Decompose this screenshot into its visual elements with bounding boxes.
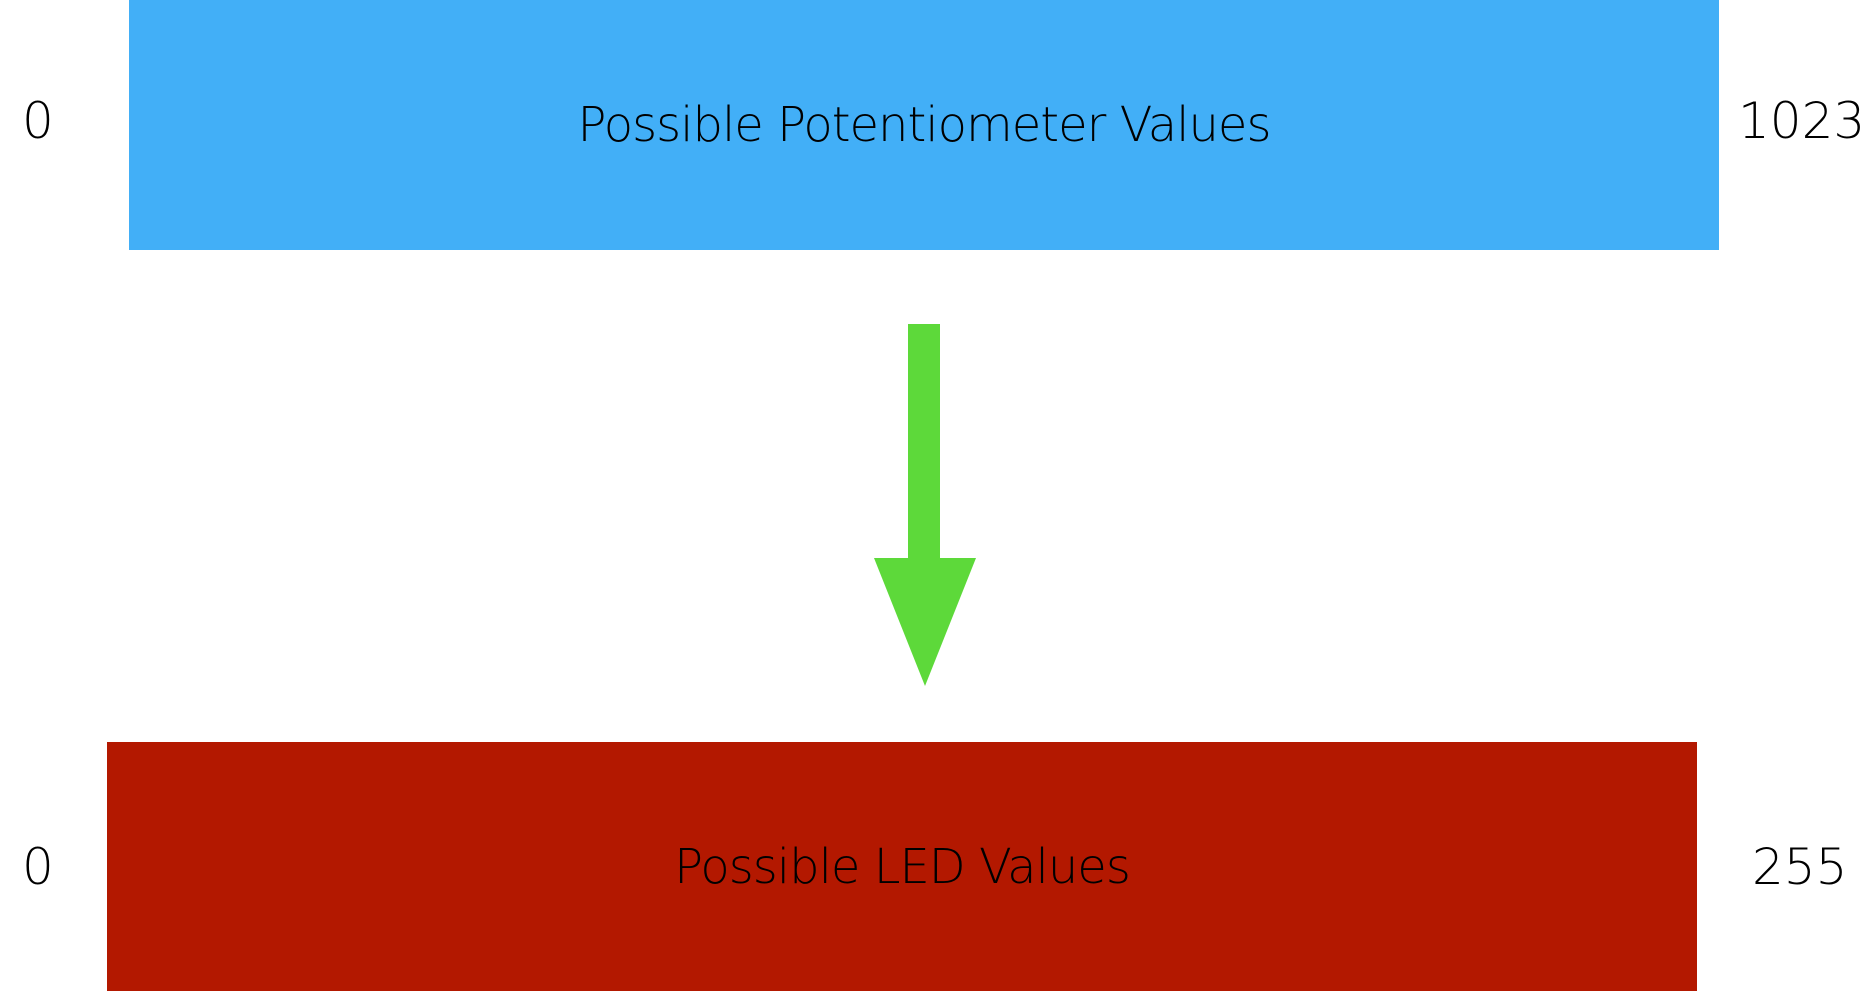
down-arrow-icon [874,324,976,686]
potentiometer-range-label: Possible Potentiometer Values [577,97,1272,153]
led-range-label: Possible LED Values [674,838,1131,895]
potentiometer-max-value: 1023 [1738,92,1866,150]
led-min-value: 0 [22,838,54,896]
potentiometer-min-value: 0 [22,92,54,150]
arrow-shaft [908,324,940,560]
led-max-value: 255 [1752,838,1848,896]
led-range-bar: Possible LED Values [107,742,1697,991]
arrow-head [874,558,976,686]
potentiometer-range-bar: Possible Potentiometer Values [129,0,1719,250]
